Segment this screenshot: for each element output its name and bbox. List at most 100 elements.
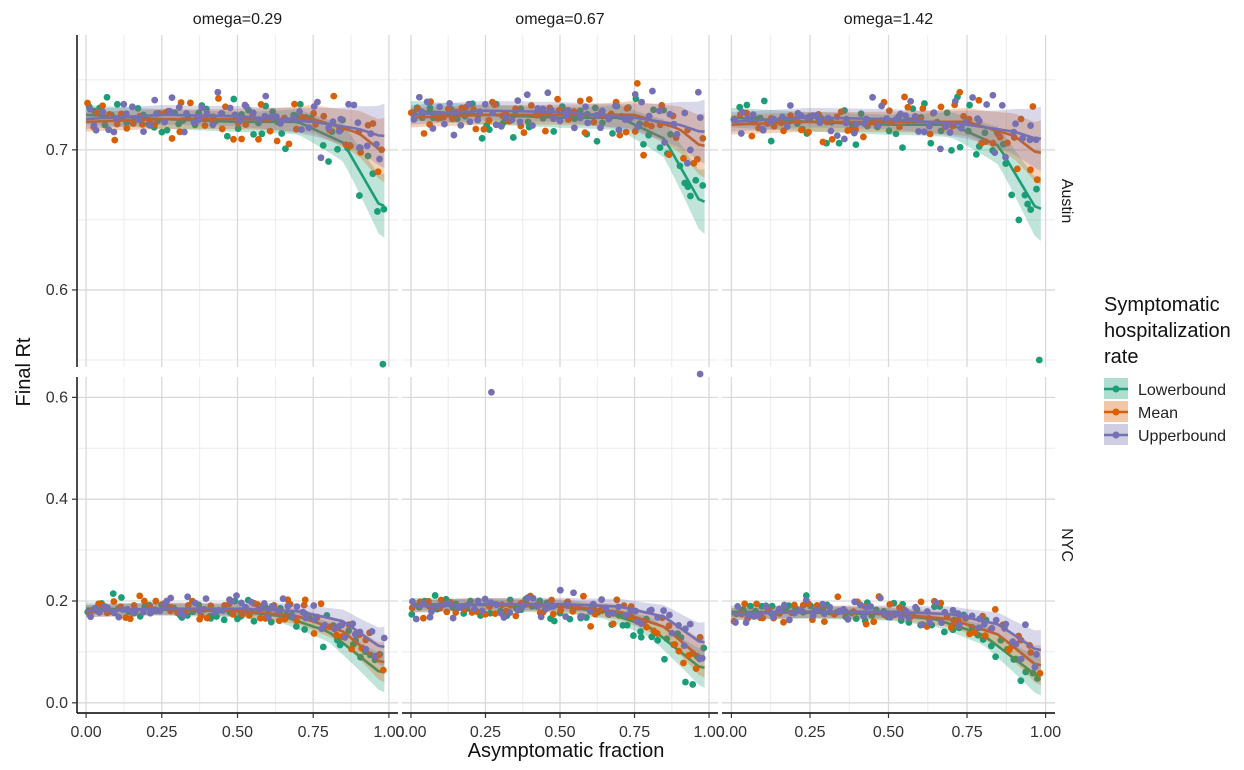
point-upperbound [284, 602, 292, 610]
x-tick-label: 0.50 [544, 724, 575, 741]
point-mean [926, 130, 934, 138]
point-upperbound [562, 613, 570, 620]
point-lowerbound [1034, 675, 1041, 682]
point-lowerbound [431, 592, 439, 599]
point-lowerbound [230, 95, 238, 103]
point-upperbound [329, 118, 337, 125]
point-upperbound [983, 101, 991, 108]
x-tick-label: 1.00 [693, 724, 724, 741]
point-lowerbound [667, 130, 674, 138]
point-lowerbound [550, 128, 558, 135]
x-tick-label: 0.00 [716, 724, 747, 741]
point-upperbound [1017, 655, 1025, 663]
point-outlier-upperbound [488, 388, 495, 396]
smooth-line-upperbound [86, 113, 385, 138]
point-lowerbound [550, 617, 558, 625]
point-mean [1013, 165, 1021, 173]
point-lowerbound [1008, 191, 1016, 199]
ribbon-upperbound [731, 605, 1041, 670]
point-mean [623, 105, 631, 112]
point-mean [896, 604, 903, 612]
point-upperbound [537, 613, 545, 621]
point-lowerbound [927, 139, 935, 147]
point-mean [117, 110, 125, 118]
point-mean [680, 154, 687, 162]
point-lowerbound [478, 134, 486, 142]
point-mean [291, 100, 298, 108]
point-mean [1036, 669, 1044, 677]
point-mean [138, 120, 146, 128]
point-upperbound [264, 614, 272, 622]
x-tick-label: 1.00 [1030, 724, 1061, 741]
point-upperbound [577, 114, 584, 122]
point-upperbound [92, 126, 100, 134]
point-upperbound [99, 108, 107, 116]
point-upperbound [911, 112, 919, 120]
point-upperbound [989, 91, 997, 99]
point-mean [616, 131, 624, 139]
point-upperbound [737, 130, 745, 137]
point-mean [527, 102, 535, 109]
point-lowerbound [654, 636, 662, 644]
point-upperbound [380, 634, 388, 642]
point-mean [971, 629, 979, 636]
point-mean [512, 612, 520, 620]
point-upperbound [661, 139, 668, 146]
point-mean [665, 622, 673, 630]
point-mean [569, 607, 577, 615]
point-upperbound [938, 619, 945, 626]
point-lowerbound [885, 127, 893, 135]
point-upperbound [785, 616, 793, 624]
smooth-line-upperbound [731, 610, 1042, 652]
point-upperbound [168, 94, 176, 102]
point-upperbound [556, 117, 564, 125]
point-mean [981, 632, 989, 640]
point-mean [901, 93, 908, 101]
y-tick-label: 0.6 [46, 389, 68, 406]
point-upperbound [860, 612, 868, 620]
point-upperbound [529, 122, 536, 129]
point-outlier-upperbound [696, 370, 704, 378]
point-mean [585, 96, 593, 103]
smooth-line-lowerbound [410, 109, 706, 203]
point-mean [837, 108, 845, 116]
point-lowerbound [380, 205, 388, 213]
point-lowerbound [223, 132, 231, 140]
ribbon-mean [86, 104, 385, 183]
point-upperbound [637, 620, 645, 627]
point-lowerbound [301, 626, 309, 633]
point-mean [136, 592, 144, 600]
point-upperbound [1033, 650, 1040, 658]
point-mean [549, 610, 557, 618]
point-upperbound [1002, 153, 1009, 161]
point-upperbound [337, 115, 345, 123]
x-tick-label: 1.00 [373, 724, 404, 741]
point-mean [425, 597, 432, 605]
point-upperbound [991, 149, 999, 157]
point-upperbound [249, 109, 257, 117]
point-mean [1004, 139, 1011, 147]
point-mean [437, 596, 445, 604]
point-mean [982, 138, 990, 146]
point-upperbound [850, 129, 858, 137]
point-upperbound [732, 619, 739, 626]
point-upperbound [759, 126, 767, 134]
point-upperbound [762, 603, 770, 610]
point-mean [229, 610, 237, 618]
point-mean [186, 99, 194, 107]
point-mean [548, 596, 556, 604]
legend-title-line-2: hospitalization [1104, 320, 1231, 342]
point-mean [245, 611, 253, 619]
point-mean [168, 135, 176, 142]
point-mean [741, 600, 749, 608]
facet-panel-austin-1 [402, 35, 718, 378]
point-upperbound [615, 126, 623, 134]
point-upperbound [680, 642, 688, 650]
point-upperbound [412, 615, 420, 623]
point-upperbound [470, 605, 478, 613]
point-upperbound [1002, 620, 1010, 628]
y-axis-title: Final Rt [13, 337, 35, 406]
point-upperbound [783, 123, 791, 130]
point-upperbound [649, 87, 656, 95]
